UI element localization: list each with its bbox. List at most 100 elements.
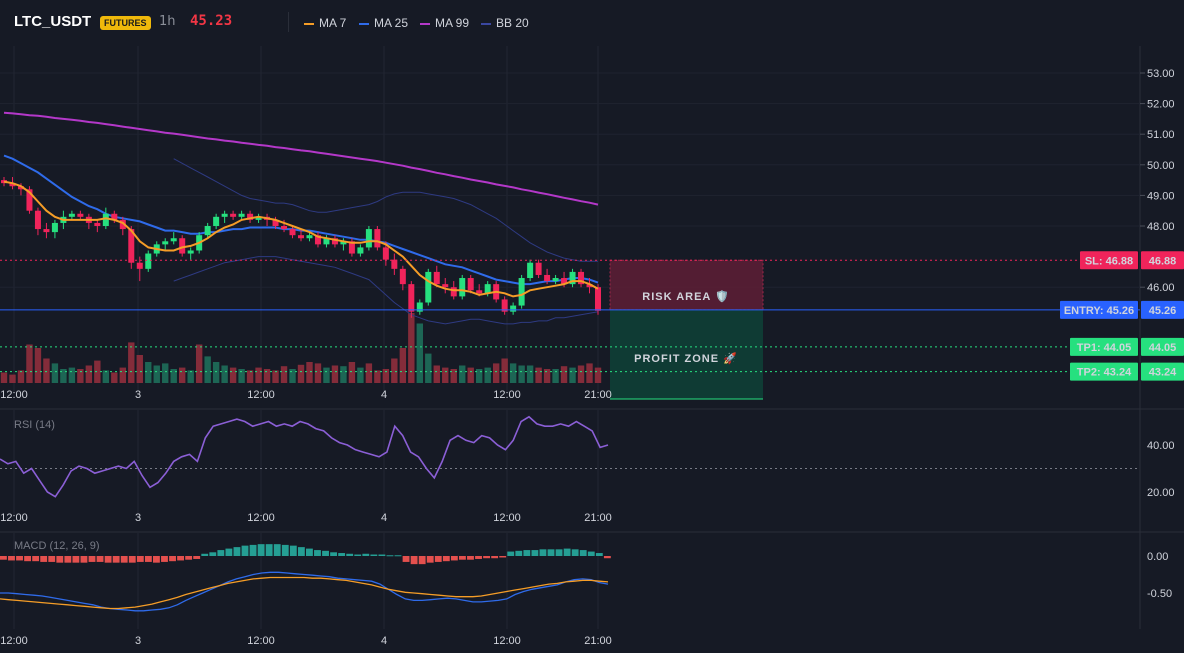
volume-bar	[476, 369, 483, 383]
macd-histogram-bar	[80, 556, 88, 563]
legend-ma99[interactable]: MA 99	[420, 16, 469, 30]
legend-ma7[interactable]: MA 7	[304, 16, 346, 30]
time-tick-label: 12:00	[247, 635, 275, 647]
chart-header: LTC_USDT FUTURES 1h 45.23 MA 7 MA 25 MA …	[0, 0, 1184, 46]
volume-bar	[560, 366, 568, 383]
candle-body	[510, 305, 517, 312]
macd-histogram-bar	[539, 549, 547, 556]
volume-bar	[204, 356, 211, 383]
volume-bar	[280, 366, 288, 383]
last-price: 45.23	[190, 13, 233, 29]
volume-bar	[331, 365, 339, 383]
macd-histogram-bar	[249, 544, 257, 556]
macd-histogram-bar	[153, 556, 160, 563]
volume-bar	[501, 358, 508, 383]
tp2-price-tag: 43.24	[1149, 367, 1177, 379]
candle-body	[204, 226, 211, 236]
macd-histogram-bar	[370, 554, 378, 556]
candle-body	[94, 222, 101, 226]
candle-body	[433, 271, 440, 285]
macd-title: MACD (12, 26, 9)	[14, 540, 100, 552]
macd-histogram-bar	[120, 556, 128, 563]
volume-bar	[272, 370, 279, 383]
macd-histogram-bar	[265, 544, 273, 556]
macd-histogram-bar	[507, 551, 515, 556]
entry-price-tag: 45.26	[1149, 305, 1177, 317]
profit-zone-label: PROFIT ZONE 🚀	[634, 352, 738, 365]
volume-bar	[179, 367, 186, 383]
candle-body	[535, 262, 542, 275]
price-tick-label: 49.00	[1147, 190, 1175, 202]
bollinger-lower-band	[173, 256, 599, 325]
time-tick-label: 4	[381, 389, 387, 401]
volume-bar	[408, 313, 415, 383]
volume-bar	[229, 367, 237, 383]
volume-bar	[357, 367, 364, 383]
time-tick-label: 3	[135, 512, 141, 524]
volume-bar	[569, 367, 576, 383]
macd-histogram-bar	[459, 556, 466, 560]
volume-bar	[170, 369, 177, 383]
candle-body	[467, 278, 474, 291]
legend-swatch-ma25	[359, 22, 369, 25]
candle-body	[578, 271, 585, 285]
macd-histogram-bar	[56, 556, 64, 563]
entry-label-bg	[1060, 300, 1138, 319]
candle-body	[51, 222, 58, 233]
legend-ma25[interactable]: MA 25	[359, 16, 408, 30]
sl-price-tag-bg	[1141, 251, 1184, 270]
candle-body	[391, 259, 398, 269]
volume-bar	[416, 323, 423, 383]
time-tick-label: 12:00	[493, 389, 521, 401]
candle-body	[179, 238, 186, 254]
macd-histogram-bar	[64, 556, 72, 563]
volume-bar	[60, 369, 67, 383]
candle-body	[187, 250, 194, 254]
volume-bar	[509, 363, 517, 383]
candle-body	[476, 290, 483, 294]
price-tick-label: 51.00	[1147, 129, 1175, 141]
price-tick-label: 52.00	[1147, 99, 1175, 111]
macd-histogram-bar	[185, 556, 193, 560]
macd-line	[0, 571, 609, 612]
candle-body	[416, 302, 423, 312]
macd-histogram-bar	[241, 545, 249, 556]
macd-histogram-bar	[217, 550, 225, 556]
symbol-name[interactable]: LTC_USDT	[14, 13, 92, 30]
time-tick-label: 3	[135, 635, 141, 647]
candle-body	[272, 219, 279, 226]
macd-histogram-bar	[273, 544, 281, 556]
legend-label-bb20: BB 20	[496, 16, 529, 30]
macd-tick-label: -0.50	[1147, 588, 1172, 600]
time-tick-label: 21:00	[584, 389, 612, 401]
candle-body	[281, 226, 288, 230]
volume-bar	[594, 367, 602, 383]
ma7-line	[3, 180, 599, 298]
volume-bar	[238, 369, 245, 383]
volume-bar	[289, 369, 296, 383]
sl-label-bg	[1080, 251, 1138, 270]
volume-bar	[467, 367, 474, 383]
volume-bar	[94, 360, 101, 383]
volume-bar	[102, 370, 110, 383]
interval-label[interactable]: 1h	[159, 14, 176, 29]
volume-bar	[195, 344, 203, 383]
futures-badge: FUTURES	[100, 16, 151, 30]
candle-body	[459, 278, 466, 297]
volume-bar	[425, 353, 432, 383]
macd-histogram-bar	[450, 556, 458, 561]
macd-histogram-bar	[96, 556, 104, 562]
volume-bar	[34, 348, 42, 383]
price-tick-label: 53.00	[1147, 68, 1175, 80]
time-tick-label: 4	[381, 635, 387, 647]
volume-bar	[459, 365, 466, 383]
candle-body	[586, 284, 593, 288]
rsi-tick-label: 40.00	[1147, 440, 1175, 452]
candle-body	[136, 262, 143, 269]
macd-histogram-bar	[72, 556, 80, 563]
price-tick-label: 48.00	[1147, 221, 1175, 233]
legend-bb20[interactable]: BB 20	[481, 16, 529, 30]
tp1-price-tag-bg	[1141, 337, 1184, 356]
macd-histogram-bar	[531, 550, 539, 556]
